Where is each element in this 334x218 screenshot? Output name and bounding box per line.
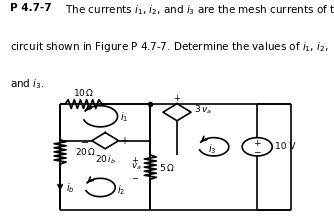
Text: $5\,\Omega$: $5\,\Omega$ — [159, 162, 174, 173]
Text: and $i_3$.: and $i_3$. — [10, 77, 45, 91]
Text: $i_b$: $i_b$ — [66, 182, 75, 195]
Text: $10\,\Omega$: $10\,\Omega$ — [73, 87, 94, 98]
Text: $20\,i_b$: $20\,i_b$ — [95, 153, 116, 166]
Text: $v_a$: $v_a$ — [131, 162, 142, 172]
Text: $-$: $-$ — [253, 146, 262, 155]
Text: +: + — [174, 94, 180, 103]
Text: $-$: $-$ — [131, 172, 139, 181]
Text: $i_2$: $i_2$ — [117, 183, 125, 197]
Text: The currents $i_1$, $i_2$, and $i_3$ are the mesh currents of the: The currents $i_1$, $i_2$, and $i_3$ are… — [62, 3, 334, 17]
Text: $+$: $+$ — [131, 155, 139, 165]
Text: +: + — [254, 139, 261, 148]
Text: $3\,v_a$: $3\,v_a$ — [194, 104, 212, 116]
Text: 10 V: 10 V — [275, 142, 295, 151]
Text: $+$: $+$ — [120, 135, 129, 146]
Text: circuit shown in Figure P 4.7-7. Determine the values of $i_1$, $i_2$,: circuit shown in Figure P 4.7-7. Determi… — [10, 40, 329, 54]
Text: $-$: $-$ — [80, 136, 90, 146]
Text: P 4.7-7: P 4.7-7 — [10, 3, 52, 13]
Text: $i_3$: $i_3$ — [208, 142, 216, 156]
Text: $20\,\Omega$: $20\,\Omega$ — [75, 146, 97, 157]
Text: $i_1$: $i_1$ — [120, 110, 128, 124]
